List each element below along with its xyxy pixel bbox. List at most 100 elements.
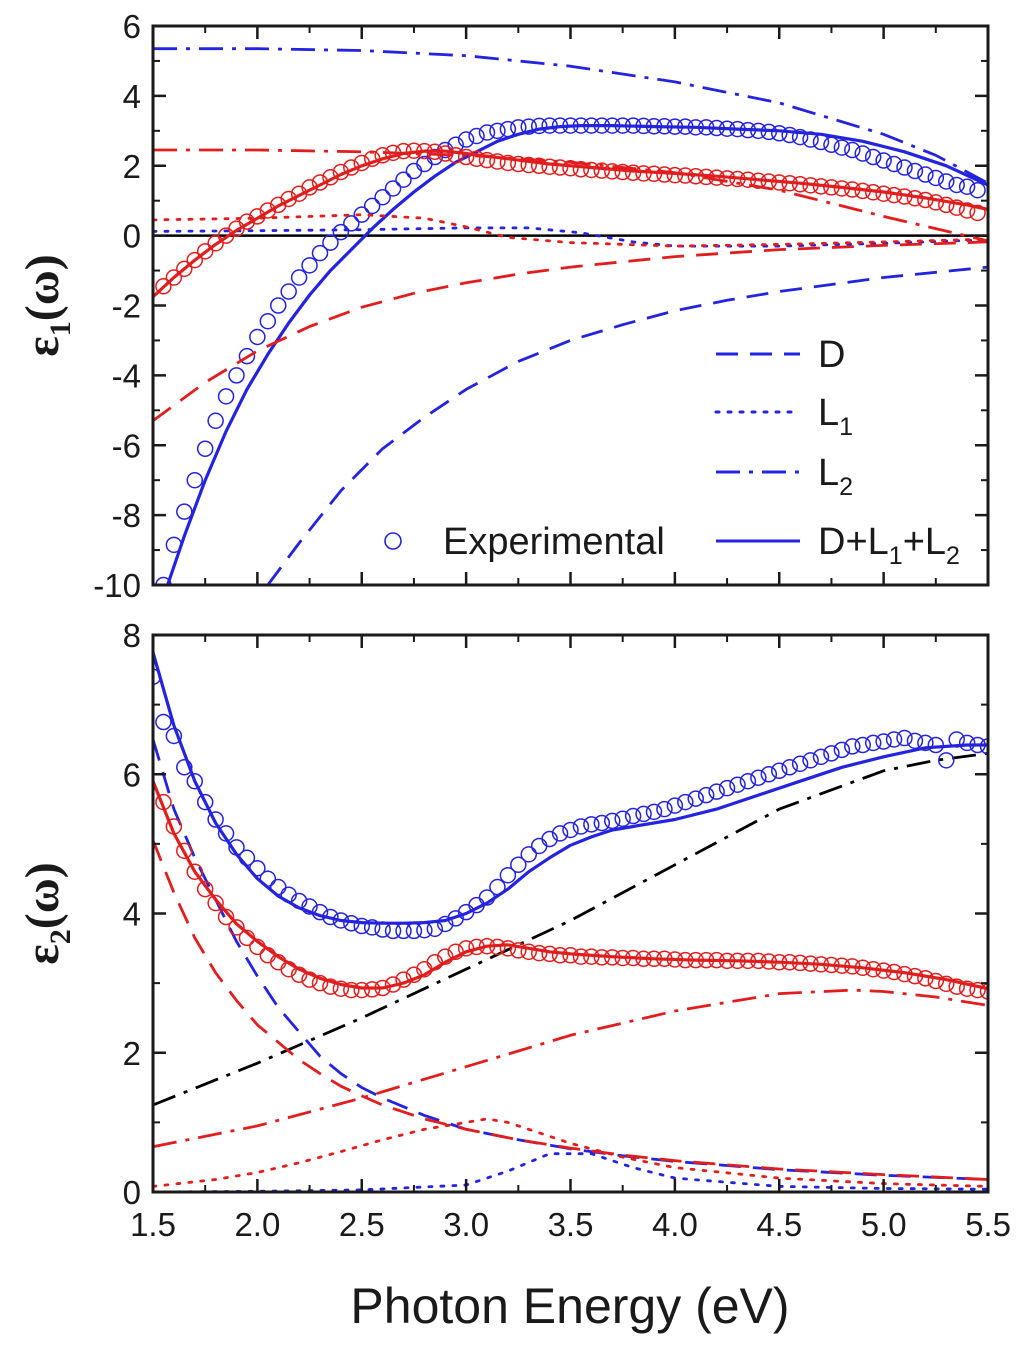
data-point [405, 162, 423, 180]
data-point [301, 179, 318, 196]
data-point [833, 957, 851, 974]
data-point [718, 120, 736, 137]
x-tick-label: 3.0 [443, 1206, 489, 1243]
experimental-series-red [155, 793, 988, 1000]
data-point [666, 166, 684, 184]
red-dashdot-line [153, 988, 988, 1149]
data-point [906, 732, 924, 750]
data-point [760, 766, 778, 783]
x-tick-label: 5.0 [861, 1206, 907, 1243]
data-point [979, 983, 988, 1000]
data-point [489, 878, 506, 896]
data-point [572, 818, 590, 835]
data-point [812, 748, 830, 766]
legend-item: D [716, 334, 845, 376]
data-point [562, 947, 579, 964]
data-point [541, 117, 558, 134]
data-point [969, 736, 986, 754]
red-solid-line [153, 149, 988, 298]
data-point [875, 152, 892, 169]
data-point [938, 752, 955, 769]
data-point [489, 153, 506, 170]
plot-bottom-epsilon2: 1.5 2.0 2.5 3.0 3.5 4.0 4.5 5.0 5.5 0 2 4 6 8 ε2(ω) [16, 617, 1011, 1243]
data-point [917, 970, 934, 987]
data-point [207, 412, 224, 430]
data-point [844, 738, 861, 755]
data-point [186, 471, 203, 489]
data-point [927, 169, 945, 187]
data-point [499, 154, 517, 172]
data-point [510, 942, 527, 959]
data-point [823, 179, 840, 196]
data-point [833, 741, 851, 759]
data-point [718, 170, 736, 187]
data-point [958, 734, 976, 752]
data-point [322, 908, 339, 926]
data-point [791, 128, 809, 146]
data-point [353, 154, 370, 172]
x-axis-title: Photon Energy (eV) [350, 1278, 789, 1334]
data-point [363, 197, 381, 215]
data-point [781, 759, 798, 776]
data-point [635, 117, 652, 135]
data-point [938, 196, 955, 214]
data-point [771, 174, 788, 191]
data-point [249, 328, 266, 346]
data-point [457, 148, 475, 166]
data-point [697, 951, 715, 969]
data-point [823, 136, 840, 154]
data-point [917, 191, 934, 209]
data-point [875, 962, 892, 979]
data-point [478, 124, 496, 141]
data-point [228, 367, 245, 384]
data-point [708, 951, 725, 969]
data-point [165, 818, 183, 835]
data-point [781, 174, 798, 192]
data-point [781, 953, 798, 971]
data-point [416, 142, 433, 160]
data-point [562, 159, 579, 177]
data-point [802, 955, 819, 972]
legend: D L1 L2 Experimental D+L1+L2 [384, 334, 960, 570]
legend-label: D [818, 334, 845, 376]
data-point [530, 157, 548, 174]
data-point [844, 958, 861, 975]
data-point [739, 772, 757, 790]
x-tick-label: 5.5 [965, 1206, 1011, 1243]
data-point [155, 713, 172, 731]
data-point [593, 949, 611, 966]
data-point [426, 953, 444, 971]
data-point [875, 733, 892, 750]
data-point [896, 159, 913, 176]
data-point [802, 177, 819, 194]
data-point [165, 269, 183, 286]
data-point [750, 952, 767, 970]
data-point [885, 155, 903, 173]
data-point [677, 167, 694, 184]
data-point [833, 180, 851, 197]
data-point [374, 979, 391, 997]
data-point [363, 981, 381, 998]
data-point [771, 953, 788, 971]
data-point [958, 202, 976, 219]
data-point [520, 846, 537, 863]
data-point [729, 120, 746, 138]
data-point [844, 181, 861, 198]
plot-area [153, 651, 988, 1192]
data-point [718, 952, 736, 970]
black-dashdot-line [153, 752, 988, 1107]
data-point [760, 953, 778, 970]
data-point [812, 133, 830, 151]
data-point [645, 803, 663, 821]
data-point [645, 950, 663, 968]
data-point [666, 797, 684, 814]
data-point [280, 960, 297, 978]
data-point [854, 959, 871, 977]
data-point [290, 892, 308, 910]
data-point [656, 118, 673, 135]
data-point [969, 981, 986, 999]
data-point [259, 202, 277, 219]
data-point [645, 118, 663, 135]
y-tick-label: -8 [112, 497, 141, 534]
data-point [854, 182, 871, 200]
